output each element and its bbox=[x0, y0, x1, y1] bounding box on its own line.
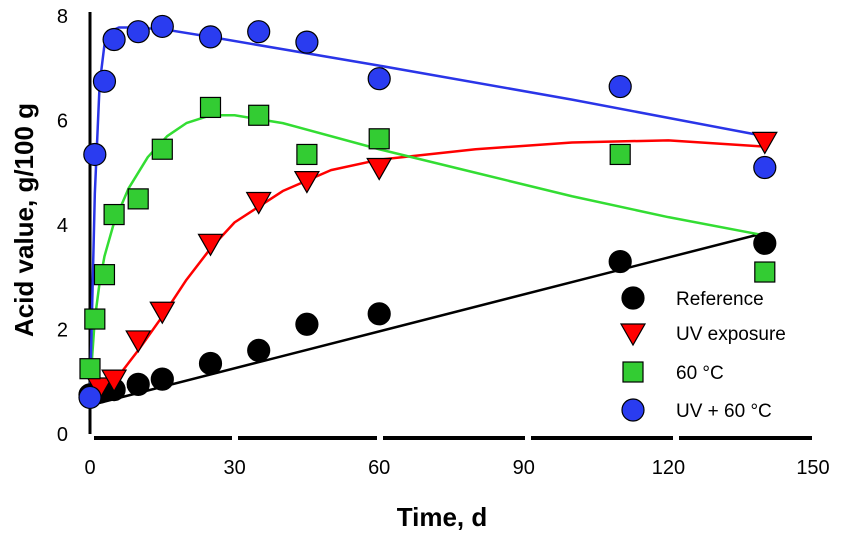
data-point bbox=[92, 69, 117, 93]
data-point bbox=[151, 138, 173, 160]
legend-marker bbox=[619, 323, 647, 347]
data-point bbox=[295, 30, 319, 54]
x-tick-label: 90 bbox=[513, 457, 535, 479]
data-point bbox=[753, 155, 777, 180]
data-point bbox=[199, 96, 222, 119]
data-point bbox=[126, 372, 150, 396]
x-tick-label: 60 bbox=[368, 457, 390, 479]
data-point bbox=[366, 157, 393, 181]
y-axis-title: Acid value, g/100 g bbox=[9, 103, 39, 337]
x-tick-label: 0 bbox=[84, 457, 95, 479]
x-tick-label: 150 bbox=[796, 457, 829, 479]
data-point bbox=[101, 369, 128, 393]
data-point bbox=[102, 27, 126, 52]
data-point bbox=[245, 191, 272, 215]
data-point bbox=[247, 20, 271, 44]
y-tick-label: 6 bbox=[57, 111, 68, 133]
fit-line bbox=[89, 139, 765, 407]
data-point bbox=[608, 74, 632, 99]
data-point bbox=[368, 128, 390, 150]
data-point bbox=[754, 261, 776, 283]
data-point bbox=[84, 308, 106, 330]
data-point bbox=[197, 233, 224, 257]
legend-label: Reference bbox=[676, 289, 764, 310]
legend-label: 60 °C bbox=[676, 363, 724, 384]
x-tick-label: 30 bbox=[223, 457, 245, 479]
data-point bbox=[150, 14, 174, 39]
data-point bbox=[753, 231, 777, 255]
data-point bbox=[751, 131, 778, 155]
data-point bbox=[83, 142, 107, 167]
data-point bbox=[150, 367, 174, 391]
fit-lines bbox=[88, 26, 766, 407]
fit-line bbox=[88, 26, 766, 398]
data-point bbox=[367, 67, 391, 91]
x-axis-title: Time, d bbox=[397, 502, 488, 532]
data-point bbox=[609, 143, 631, 166]
data-point bbox=[127, 188, 149, 210]
data-point bbox=[247, 338, 271, 362]
data-point bbox=[367, 302, 391, 326]
data-point bbox=[296, 143, 318, 166]
fit-line bbox=[88, 114, 766, 388]
data-points bbox=[78, 14, 778, 410]
data-point bbox=[78, 385, 102, 410]
data-point bbox=[293, 170, 320, 194]
y-tick-label: 2 bbox=[57, 320, 68, 342]
tick-labels: 0 2 4 6 8 0 30 60 90 120 150 bbox=[57, 6, 830, 479]
data-point bbox=[295, 312, 319, 336]
data-point bbox=[198, 351, 223, 376]
data-point bbox=[198, 25, 223, 49]
data-point bbox=[93, 264, 116, 286]
legend-label: UV + 60 °C bbox=[676, 401, 772, 422]
data-point bbox=[149, 301, 176, 325]
fit-line bbox=[89, 231, 766, 407]
legend-marker bbox=[622, 361, 644, 383]
y-tick-label: 4 bbox=[57, 215, 68, 237]
data-point bbox=[248, 104, 270, 126]
legend-marker bbox=[621, 286, 645, 310]
legend-label: UV exposure bbox=[676, 324, 786, 345]
data-point bbox=[608, 249, 632, 274]
y-tick-label: 0 bbox=[57, 424, 68, 446]
y-tick-label: 8 bbox=[57, 6, 68, 28]
legend-marker bbox=[621, 398, 645, 422]
legend: Reference UV exposure 60 °C UV + 60 °C bbox=[619, 286, 786, 422]
data-point bbox=[125, 330, 152, 354]
x-tick-label: 120 bbox=[652, 457, 685, 479]
data-point bbox=[126, 20, 150, 44]
data-point bbox=[79, 358, 101, 380]
data-point bbox=[103, 203, 125, 226]
